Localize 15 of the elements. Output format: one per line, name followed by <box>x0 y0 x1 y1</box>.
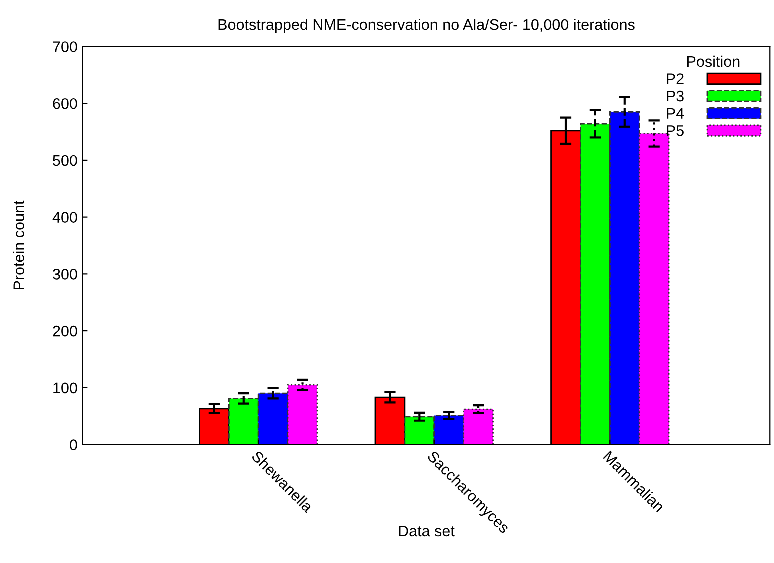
y-tick-label: 500 <box>53 155 78 166</box>
y-tick-label: 300 <box>53 269 78 280</box>
y-tick-label: 200 <box>53 326 78 337</box>
legend-title: Position <box>688 56 740 68</box>
legend-label: P4 <box>667 108 684 119</box>
chart-title: Bootstrapped NME-conservation no Ala/Ser- 10,000 iterations <box>218 18 635 34</box>
legend-label: P2 <box>667 74 684 84</box>
y-tick-label: 600 <box>53 98 78 110</box>
legend-label: P5 <box>667 126 684 136</box>
y-axis-title: Protein count <box>13 200 24 290</box>
y-tick-label: 400 <box>52 212 78 224</box>
y-tick-label: 100 <box>54 382 78 394</box>
y-tick-label: 700 <box>53 42 78 52</box>
legend-label: P3 <box>667 90 684 102</box>
y-tick-label: 0 <box>70 440 78 450</box>
